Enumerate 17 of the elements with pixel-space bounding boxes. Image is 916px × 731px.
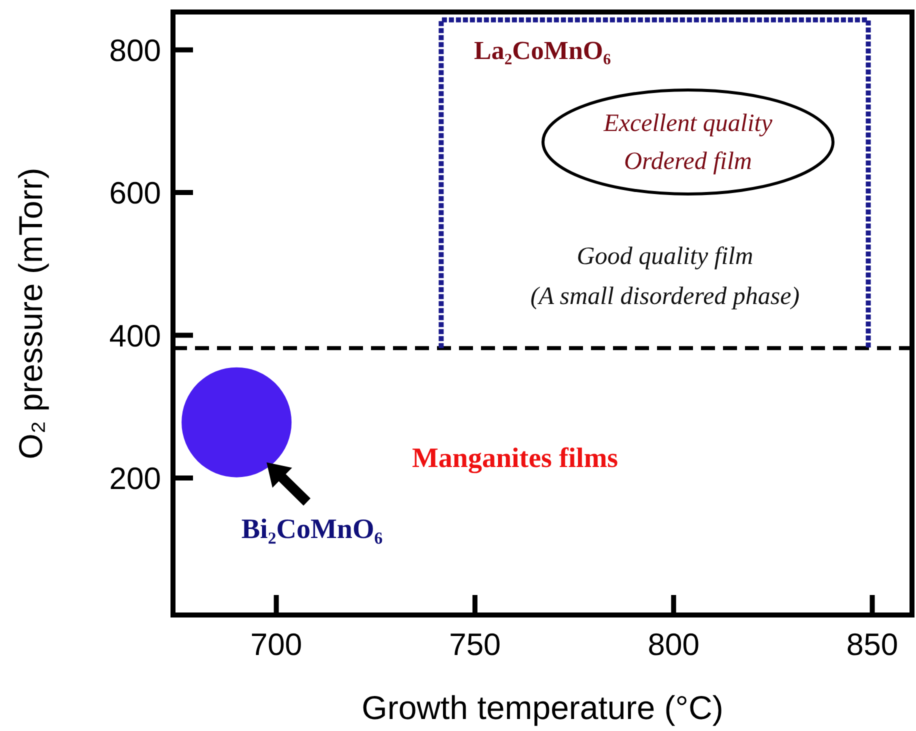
y-tick-label: 600 [109,176,161,211]
annotation: Bi₂CoMnO₆ [241,514,383,545]
y-axis-title: O₂ pressure (mTorr) [12,168,49,460]
annotation: La₂CoMnO₆ [474,36,612,65]
annotation: Manganites films [412,443,618,474]
y-tick-label: 800 [109,32,161,68]
y-tick-label: 200 [109,460,161,496]
y-tick-label: 400 [109,318,161,354]
annotation: Excellent quality [602,110,774,137]
x-tick-label: 750 [449,627,501,662]
annotation: Good quality film [576,243,754,270]
annotation: (A small disordered phase) [530,283,800,310]
x-tick-label: 850 [846,627,898,662]
x-axis-title: Growth temperature (°C) [362,689,724,726]
x-tick-label: 800 [648,627,700,662]
x-tick-label: 700 [250,627,302,662]
annotation: Ordered film [624,148,752,175]
